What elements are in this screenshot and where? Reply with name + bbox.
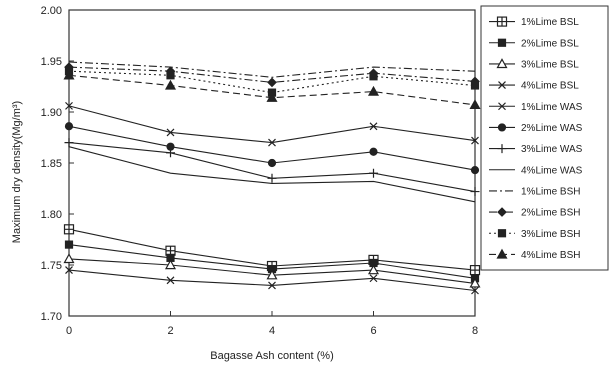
- legend-entry-label: 3%Lime WAS: [521, 144, 583, 155]
- x-tick-label: 2: [167, 325, 173, 337]
- data-point-4: [369, 274, 378, 283]
- data-point-7: [166, 148, 175, 158]
- data-point-3: [367, 264, 380, 275]
- data-point-4: [471, 286, 479, 295]
- data-point-5: [268, 138, 276, 147]
- data-point-4: [166, 276, 175, 285]
- x-tick-label: 4: [269, 325, 275, 337]
- data-point-7: [64, 138, 74, 148]
- data-point-3: [266, 269, 278, 280]
- data-point-7: [267, 173, 277, 183]
- legend-entry-label: 1%Lime BSH: [521, 186, 580, 197]
- legend-entry-label: 2%Lime BSH: [521, 208, 580, 219]
- data-point-5: [65, 101, 73, 110]
- legend-marker-1: [496, 16, 508, 27]
- legend-entry-label: 1%Lime BSL: [521, 17, 579, 28]
- data-point-6: [64, 122, 74, 131]
- y-tick-label: 1.75: [41, 260, 62, 272]
- data-point-4: [268, 281, 276, 290]
- data-point-12: [469, 99, 481, 110]
- y-axis-title: Maximum dry density(Mg/m³): [11, 101, 23, 243]
- legend-entry-label: 4%Lime BSL: [521, 81, 579, 92]
- legend-marker-2: [497, 38, 507, 47]
- data-point-6: [369, 147, 378, 156]
- series-lines: [68, 61, 476, 292]
- data-point-12: [63, 69, 75, 80]
- data-point-6: [470, 166, 480, 175]
- data-point-5: [369, 122, 378, 131]
- data-point-11: [369, 72, 378, 81]
- x-tick-label: 8: [472, 325, 478, 337]
- legend-marker-7: [497, 144, 507, 154]
- data-point-12: [367, 85, 380, 96]
- axis-ticks: 1.70 1.75 1.80 1.85 1.90 1.95 2.00 0 2 4 6 8: [41, 5, 478, 337]
- series-line-7: [68, 142, 476, 193]
- data-point-4: [65, 266, 73, 275]
- data-point-5: [471, 136, 479, 145]
- legend-entry-label: 2%Lime BSL: [521, 38, 579, 49]
- data-point-7: [369, 168, 378, 178]
- data-point-1: [469, 265, 481, 276]
- data-point-3: [63, 253, 75, 264]
- legend-entry-label: 2%Lime WAS: [521, 123, 583, 134]
- data-point-12: [164, 79, 177, 90]
- data-point-10: [267, 77, 277, 88]
- series-markers: [63, 62, 481, 295]
- series-line-9: [68, 61, 476, 78]
- legend-entry-label: 1%Lime WAS: [521, 102, 583, 113]
- legend: 1%Lime BSL 2%Lime BSL 3%Lime BSL 4%Lime BSL…: [480, 5, 609, 271]
- legend-marker-12: [496, 248, 508, 259]
- y-tick-label: 1.70: [41, 311, 62, 323]
- data-point-12: [266, 91, 278, 102]
- data-point-5: [166, 128, 175, 137]
- legend-marker-3: [496, 58, 508, 69]
- x-tick-label: 6: [370, 325, 376, 337]
- legend-box: [480, 5, 609, 271]
- data-point-1: [63, 224, 75, 235]
- legend-entry-label: 3%Lime BSH: [521, 229, 580, 240]
- legend-entry-label: 3%Lime BSL: [521, 59, 579, 70]
- x-axis-title: Bagasse Ash content (%): [210, 350, 334, 362]
- y-tick-label: 2.00: [41, 5, 62, 17]
- y-tick-label: 1.80: [41, 209, 62, 221]
- data-point-11: [166, 71, 175, 80]
- y-tick-label: 1.95: [41, 56, 62, 68]
- data-point-3: [164, 259, 177, 270]
- legend-entry-label: 4%Lime WAS: [521, 165, 583, 176]
- y-tick-label: 1.85: [41, 158, 62, 170]
- series-line-5: [68, 105, 476, 144]
- y-tick-label: 1.90: [41, 107, 62, 119]
- legend-entry-label: 4%Lime BSH: [521, 250, 580, 261]
- legend-marker-4: [498, 81, 506, 90]
- legend-marker-6: [497, 123, 507, 132]
- legend-marker-10: [497, 207, 507, 217]
- series-line-8: [68, 146, 476, 203]
- series-line-11: [68, 70, 476, 94]
- legend-marker-5: [498, 102, 506, 111]
- data-point-6: [267, 158, 277, 168]
- x-tick-label: 0: [66, 325, 72, 337]
- data-point-11: [470, 81, 480, 90]
- legend-marker-11: [497, 229, 507, 238]
- data-point-2: [64, 240, 74, 249]
- data-point-3: [469, 277, 481, 288]
- data-point-7: [470, 187, 480, 197]
